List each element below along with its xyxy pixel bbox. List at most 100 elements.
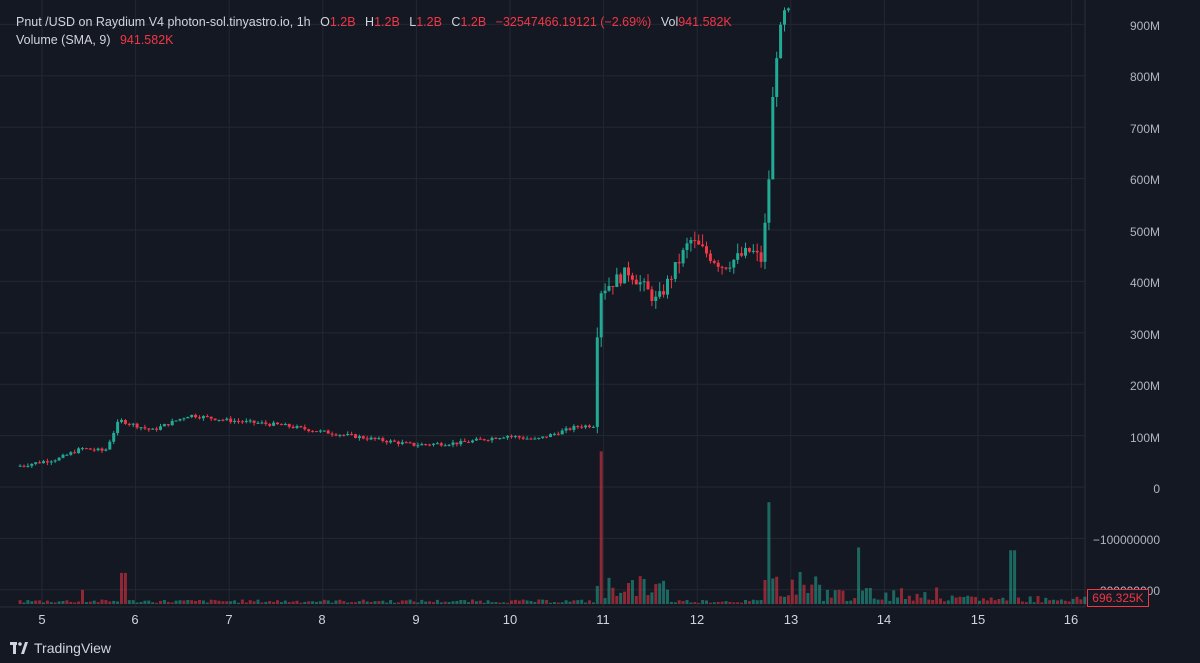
vol-value: 941.582K <box>678 15 732 29</box>
volume-bar <box>471 599 474 604</box>
volume-bar <box>120 572 123 604</box>
volume-bar <box>139 601 143 604</box>
candle-body <box>521 437 525 439</box>
candle-body <box>763 222 767 262</box>
candle-body <box>61 454 65 458</box>
vol-label: Vol <box>660 15 679 29</box>
volume-bar <box>248 600 252 604</box>
candle-body <box>299 426 303 428</box>
volume-bar <box>100 599 104 604</box>
volume-bar <box>1028 596 1032 604</box>
candle-body <box>112 433 116 442</box>
volume-bar <box>233 600 237 604</box>
candle-body <box>229 418 233 422</box>
volume-bar <box>697 602 701 604</box>
volume-bar <box>311 601 315 604</box>
volume-bar <box>73 602 77 604</box>
candle-body <box>724 267 728 269</box>
candle-body <box>334 434 338 436</box>
volume-bar <box>201 600 205 604</box>
symbol-title[interactable]: Pnut /USD on Raydium V4 photon-sol.tinya… <box>16 15 311 29</box>
candle-body <box>435 443 439 445</box>
volume-bar <box>510 600 513 604</box>
volume-bar <box>814 576 818 604</box>
volume-bar <box>755 600 759 604</box>
volume-bar <box>611 587 615 604</box>
volume-bar <box>993 600 997 604</box>
candle-body <box>92 449 96 451</box>
volume-bar <box>131 600 135 604</box>
volume-bar <box>552 602 556 604</box>
volume-bar <box>338 599 342 604</box>
candle-body <box>272 422 276 426</box>
volume-bar <box>393 602 396 604</box>
volume-bar <box>256 599 260 604</box>
volume-bar <box>595 585 599 604</box>
volume-bar <box>580 599 584 604</box>
y-tick-label: 200M <box>1129 379 1160 393</box>
volume-bar <box>318 601 322 604</box>
volume-bar <box>868 587 872 604</box>
candle-body <box>510 435 513 437</box>
volume-bar <box>237 602 240 604</box>
candle-body <box>57 457 61 461</box>
volume-bar <box>1009 550 1013 604</box>
volume-bar <box>1044 597 1048 604</box>
volume-bar <box>818 584 822 604</box>
volume-bar <box>57 601 61 604</box>
candle-body <box>120 419 123 422</box>
volume-bar <box>942 601 946 604</box>
candle-body <box>279 424 283 426</box>
volume-bar <box>935 587 939 604</box>
volume-bar <box>970 596 974 604</box>
candle-body <box>467 441 471 443</box>
volume-bar <box>428 601 432 604</box>
candle-body <box>619 274 623 284</box>
volume-bar <box>123 572 127 604</box>
candle-body <box>342 434 346 436</box>
volume-bar <box>825 589 829 604</box>
candle-body <box>783 10 786 25</box>
candle-body <box>65 454 69 456</box>
x-tick-label: 9 <box>412 612 420 627</box>
candle-body <box>611 286 615 288</box>
candle-body <box>494 437 498 439</box>
volume-bar <box>763 579 767 604</box>
candle-body <box>244 420 248 422</box>
volume-bar <box>350 602 354 604</box>
volume-bar <box>174 600 178 604</box>
candle-body <box>712 260 716 263</box>
volume-bar <box>357 601 361 604</box>
candle-body <box>654 296 658 301</box>
candle-body <box>545 436 549 438</box>
candle-body <box>396 441 400 444</box>
candle-body <box>642 281 646 283</box>
candle-body <box>677 262 681 264</box>
y-tick-label: 800M <box>1129 70 1160 84</box>
candle-body <box>381 438 385 442</box>
candle-body <box>638 282 642 285</box>
volume-bar <box>135 602 139 604</box>
volume-bar <box>545 599 549 604</box>
volume-bar <box>517 600 521 604</box>
candle-body <box>751 250 755 252</box>
volume-bar <box>572 600 576 604</box>
candle-body <box>178 418 182 421</box>
volume-bar <box>330 602 334 604</box>
candle-body <box>354 434 357 439</box>
volume-bar <box>537 599 541 604</box>
volume-bar <box>494 602 498 604</box>
volume-bar <box>849 600 853 604</box>
volume-bar <box>213 600 217 604</box>
volume-bar <box>720 601 724 604</box>
candle-body <box>744 247 747 256</box>
candle-body <box>471 440 474 443</box>
volume-bar <box>385 602 389 604</box>
volume-bar <box>1048 600 1052 604</box>
volume-title[interactable]: Volume (SMA, 9) <box>16 33 111 47</box>
tradingview-brand[interactable]: TradingView <box>10 640 111 656</box>
symbol-legend: Pnut /USD on Raydium V4 photon-sol.tinya… <box>16 15 732 29</box>
volume-bar <box>408 599 412 604</box>
volume-bar <box>159 600 162 604</box>
